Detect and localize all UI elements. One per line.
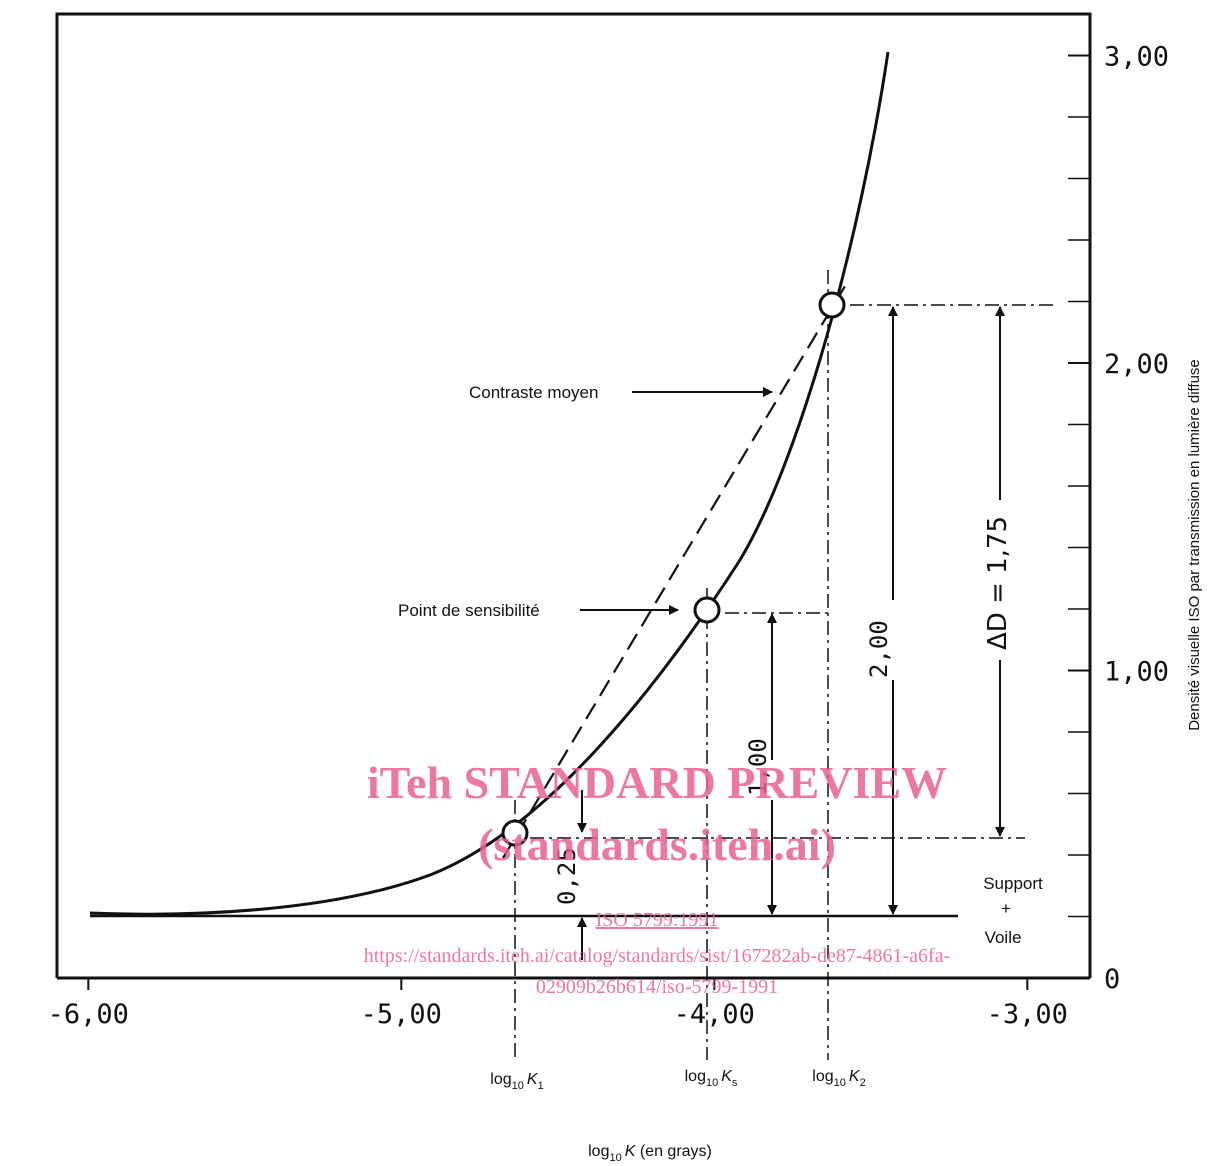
watermark-url-1[interactable]: https://standards.iteh.ai/catalog/standa… — [364, 945, 951, 967]
delta-d-label: ΔD = 1,75 — [983, 516, 1013, 650]
dim-025-label: 0,25 — [553, 847, 581, 905]
watermark-title: iTeh STANDARD PREVIEW — [367, 757, 947, 808]
x-tick-label: -5,00 — [361, 999, 442, 1030]
sensitivity-label: Point de sensibilité — [398, 601, 540, 620]
reference-lines — [514, 270, 1055, 1060]
watermark: iTeh STANDARD PREVIEW (standards.iteh.ai… — [364, 757, 951, 998]
y-tick-label: 2,00 — [1104, 349, 1169, 380]
x-tick-label: -3,00 — [987, 999, 1068, 1030]
base-label-plus: + — [1001, 899, 1011, 918]
base-label-support: Support — [983, 874, 1043, 893]
x-axis-title: log10 K (en grays) — [588, 1143, 712, 1164]
watermark-subtitle: (standards.iteh.ai) — [478, 819, 836, 870]
contrast-label: Contraste moyen — [469, 383, 598, 402]
y-axis-ticks: 0 1,00 2,00 3,00 — [1068, 42, 1169, 995]
ks-label: log10 Ks — [685, 1068, 738, 1089]
x-tick-label: -4,00 — [674, 999, 755, 1030]
y-tick-label: 1,00 — [1104, 657, 1169, 688]
point-k2-marker — [818, 291, 846, 319]
dim-200-label: 2,00 — [865, 620, 893, 678]
y-axis-title: Densité visuelle ISO par transmission en… — [1186, 359, 1203, 731]
k1-label: log10 K1 — [490, 1071, 543, 1092]
x-axis-ticks: -6,00 -5,00 -4,00 -3,00 — [48, 978, 1068, 1030]
y-tick-label: 0 — [1104, 964, 1120, 995]
average-contrast-line — [502, 280, 849, 859]
plot-frame — [55, 12, 1092, 978]
base-label-voile: Voile — [985, 928, 1022, 947]
dim-100-label: 1,00 — [744, 738, 772, 796]
point-k1-marker — [501, 819, 529, 847]
y-tick-label: 3,00 — [1104, 42, 1169, 73]
k2-label: log10 K2 — [812, 1068, 865, 1089]
dimension-arrows — [577, 306, 1005, 960]
point-ks-marker — [693, 596, 721, 624]
watermark-iso-link[interactable]: ISO 5799:1991 — [596, 909, 719, 931]
x-tick-label: -6,00 — [48, 999, 129, 1030]
watermark-url-2[interactable]: 02909b26b614/iso-5799-1991 — [536, 976, 778, 998]
